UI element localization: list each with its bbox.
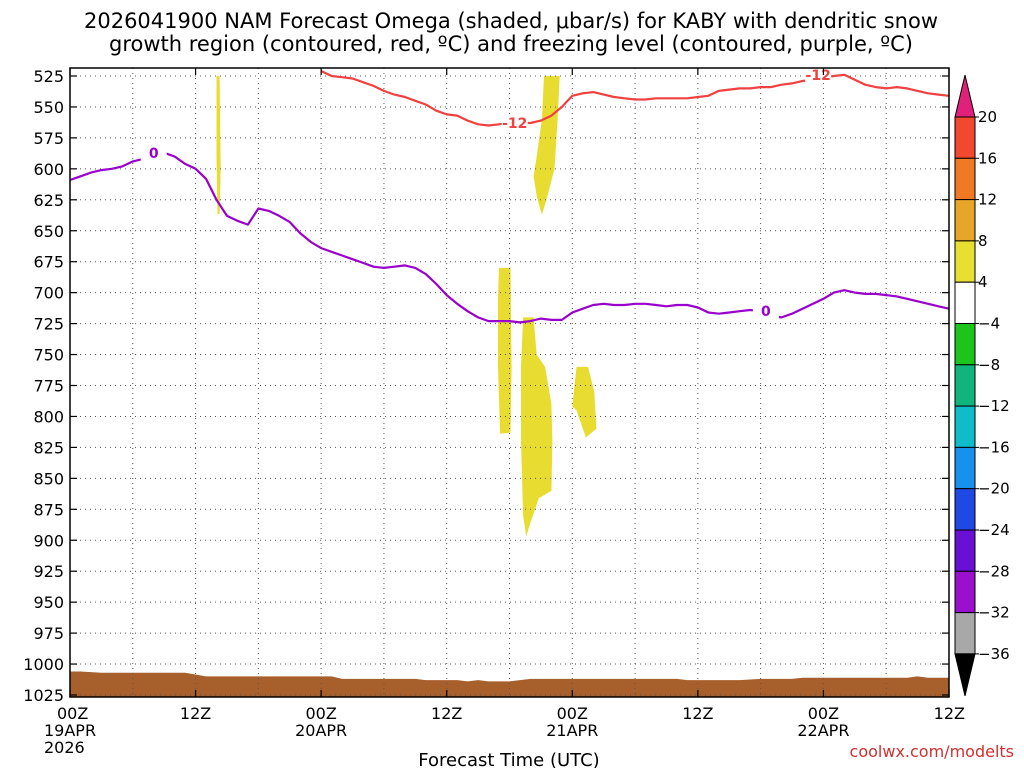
y-tick-label-1000: 1000 (23, 655, 64, 674)
y-tick-label-600: 600 (33, 160, 64, 179)
colorbar-label-4: 8 (978, 232, 988, 250)
terrain-below-ground (70, 671, 949, 697)
x-tick-time-12: 12Z (180, 704, 211, 723)
y-tick-label-550: 550 (33, 98, 64, 117)
y-tick-label-950: 950 (33, 593, 64, 612)
x-tick-time-24: 00Z (305, 704, 336, 723)
freezing-level-contour-label-bg-2 (752, 303, 779, 320)
dgz-minus12-contour-label-1: -12 (502, 116, 527, 132)
chart-title-line2: growth region (contoured, red, ºC) and f… (109, 32, 913, 56)
x-tick-time-72: 00Z (808, 704, 839, 723)
x-tick-date-48: 21APR (546, 721, 598, 740)
y-tick-label-750: 750 (33, 346, 64, 365)
dgz-minus12-contour-label-2: -12 (806, 68, 831, 84)
y-tick-label-975: 975 (33, 624, 64, 643)
colorbar-label-1: 20 (978, 108, 997, 126)
y-tick-label-850: 850 (33, 469, 64, 488)
x-tick-time-84: 12Z (934, 704, 965, 723)
x-tick-time-60: 12Z (682, 704, 713, 723)
omega-region-5 (572, 366, 597, 438)
y-tick-label-575: 575 (33, 129, 64, 148)
colorbar-segment-2 (954, 157, 976, 201)
x-tick-year-0: 2026 (44, 738, 85, 757)
colorbar-label-13: −32 (978, 604, 1010, 622)
y-tick-label-650: 650 (33, 222, 64, 241)
chart-title-line1: 2026041900 NAM Forecast Omega (shaded, μ… (84, 9, 938, 33)
y-tick-label-900: 900 (33, 531, 64, 550)
x-tick-time-0: 00Z (57, 704, 88, 723)
plot-area: 0 0 -12 -12 (69, 67, 950, 698)
omega-region-3 (498, 267, 512, 434)
credit-text: coolwx.com/modelts (850, 742, 1014, 761)
colorbar-label-12: −28 (978, 562, 1010, 580)
colorbar-label-3: 12 (978, 191, 997, 209)
y-tick-label-700: 700 (33, 284, 64, 303)
dgz-minus12-contour-label-bg-1 (501, 115, 528, 132)
freezing-level-contour-label-1: 0 (149, 146, 159, 162)
freezing-level-contour-label-2: 0 (761, 304, 771, 320)
dgz-minus12-contour (320, 70, 949, 127)
x-tick-date-24: 20APR (295, 721, 347, 740)
colorbar-segment-11 (954, 529, 976, 572)
colorbar-label-7: −8 (978, 356, 1000, 374)
freezing-level-contour-label-bg-1 (140, 144, 167, 161)
y-axis: 525 550 575 600 625 650 675 700 725 750 775 800 825 8… (23, 67, 949, 705)
omega-region-1 (216, 76, 221, 215)
y-tick-label-875: 875 (33, 500, 64, 519)
colorbar-segment-9 (954, 446, 976, 490)
colorbar-label-2: 16 (978, 149, 997, 167)
y-tick-label-675: 675 (33, 253, 64, 272)
freezing-level-contour (70, 151, 949, 324)
y-tick-label-925: 925 (33, 562, 64, 581)
colorbar-segment-4 (954, 240, 976, 283)
colorbar-segment-10 (954, 488, 976, 531)
colorbar-segment-5 (954, 281, 976, 325)
plot-content: 0 0 -12 -12 (70, 68, 949, 697)
x-axis-label: Forecast Time (UTC) (418, 750, 599, 768)
y-tick-label-625: 625 (33, 191, 64, 210)
y-tick-label-725: 725 (33, 315, 64, 334)
colorbar-label-5: 4 (978, 273, 988, 291)
colorbar-segment-12 (954, 570, 976, 614)
x-tick-time-36: 12Z (431, 704, 462, 723)
colorbar-label-14: −36 (978, 645, 1010, 663)
colorbar-segment-7 (954, 364, 976, 407)
colorbar-label-8: −12 (978, 397, 1010, 415)
colorbar: 20 16 12 8 4 −4 −8 −12 −16 −20 −24 −28 −32 −36 (954, 74, 1010, 697)
x-tick-time-48: 00Z (557, 704, 588, 723)
colorbar-bottom-triangle (954, 653, 976, 697)
dgz-minus12-contour-label-bg-2 (805, 68, 832, 83)
colorbar-label-10: −20 (978, 480, 1010, 498)
y-tick-label-1025: 1025 (23, 686, 64, 705)
y-tick-label-800: 800 (33, 407, 64, 426)
y-tick-label-525: 525 (33, 67, 64, 86)
colorbar-segment-13 (954, 612, 976, 655)
colorbar-segment-8 (954, 405, 976, 448)
colorbar-label-6: −4 (978, 315, 1000, 333)
y-tick-label-775: 775 (33, 377, 64, 396)
x-tick-date-0: 19APR (44, 721, 96, 740)
colorbar-top-triangle (954, 74, 976, 118)
plot-frame (69, 67, 950, 698)
omega-region-2 (533, 76, 560, 215)
y-tick-label-825: 825 (33, 438, 64, 457)
colorbar-label-9: −16 (978, 438, 1010, 456)
x-tick-date-72: 22APR (797, 721, 849, 740)
colorbar-segment-1 (954, 116, 976, 159)
colorbar-segment-3 (954, 199, 976, 242)
colorbar-segment-6 (954, 323, 976, 366)
omega-region-4 (521, 317, 553, 537)
colorbar-label-11: −24 (978, 521, 1010, 539)
